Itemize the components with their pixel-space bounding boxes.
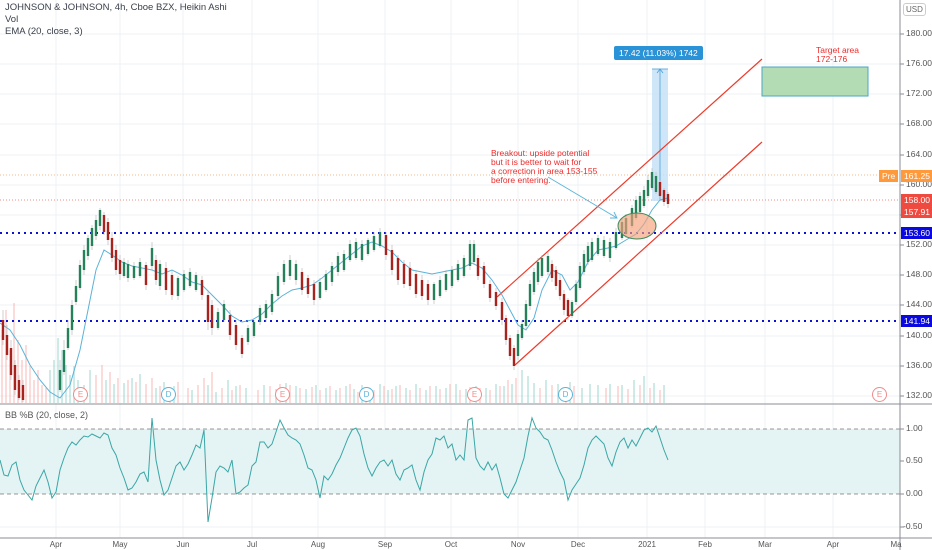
breakout-note-line[interactable]: but it is better to wait for xyxy=(491,157,582,167)
level-high-tag: 153.60 xyxy=(901,227,932,239)
price-tick: 168.00 xyxy=(906,118,932,128)
bb-tick: 0.50 xyxy=(906,455,923,465)
bb-indicator-label[interactable]: BB %B (20, close, 2) xyxy=(5,410,89,420)
time-label: Feb xyxy=(698,540,712,549)
time-label: 2021 xyxy=(638,540,656,549)
time-label: Mar xyxy=(758,540,772,549)
ema-price-tag: 157.91 xyxy=(901,206,932,218)
dividend-event-icon[interactable]: D xyxy=(359,387,374,402)
symbol-title[interactable]: JOHNSON & JOHNSON, 4h, Cboe BZX, Heikin … xyxy=(5,2,227,13)
price-tick: 132.00 xyxy=(906,390,932,400)
time-label: Sep xyxy=(377,540,393,549)
ema-line xyxy=(0,197,669,399)
target-area-box xyxy=(761,66,869,97)
price-tick: 180.00 xyxy=(906,28,932,38)
time-label: Aug xyxy=(310,540,326,549)
annotation-arrow xyxy=(547,176,618,219)
measure-label[interactable]: 17.42 (11.03%) 1742 xyxy=(614,46,703,60)
target-area-title[interactable]: Target area xyxy=(816,45,859,55)
dividend-event-icon[interactable]: D xyxy=(558,387,573,402)
bb-tick: 0.00 xyxy=(906,488,923,498)
price-tick: 136.00 xyxy=(906,360,932,370)
breakout-note-line[interactable]: before entering. xyxy=(491,175,551,185)
time-label: May xyxy=(112,540,128,549)
price-tick: 176.00 xyxy=(906,58,932,68)
bb-band-fill xyxy=(0,429,900,494)
time-label: Ma xyxy=(890,540,902,549)
last-price-tag: 158.00 xyxy=(901,194,932,206)
price-tick: 148.00 xyxy=(906,269,932,279)
breakout-note-line[interactable]: a correction in area 153-155 xyxy=(491,166,598,176)
time-label: Dec xyxy=(570,540,586,549)
earnings-event-icon[interactable]: E xyxy=(872,387,887,402)
price-tick: 152.00 xyxy=(906,239,932,249)
channel-lower xyxy=(514,141,763,366)
bb-percent-b-line xyxy=(0,416,669,523)
ema-indicator-label[interactable]: EMA (20, close, 3) xyxy=(5,26,83,37)
dividend-event-icon[interactable]: D xyxy=(161,387,176,402)
candlesticks xyxy=(1,168,670,402)
volume-indicator-label[interactable]: Vol xyxy=(5,14,19,25)
currency-badge[interactable]: USD xyxy=(903,3,926,16)
bb-tick: -0.50 xyxy=(903,521,923,531)
breakout-note-line[interactable]: Breakout: upside potential xyxy=(491,148,590,158)
chart-legend: JOHNSON & JOHNSON, 4h, Cboe BZX, Heikin … xyxy=(5,2,227,38)
price-tick: 164.00 xyxy=(906,149,932,159)
time-label: Oct xyxy=(444,540,458,549)
price-tick: 160.00 xyxy=(906,179,932,189)
time-label: Jul xyxy=(246,540,258,549)
time-label: Apr xyxy=(826,540,840,549)
price-tick: 144.00 xyxy=(906,299,932,309)
time-label: Jun xyxy=(176,540,190,549)
breakout-ellipse xyxy=(617,212,657,240)
premarket-label: Pre xyxy=(879,170,899,182)
price-tick: 172.00 xyxy=(906,88,932,98)
target-area-range[interactable]: 172-176 xyxy=(816,54,848,64)
price-tick: 140.00 xyxy=(906,330,932,340)
time-label: Nov xyxy=(510,540,526,549)
earnings-event-icon[interactable]: E xyxy=(275,387,290,402)
earnings-event-icon[interactable]: E xyxy=(467,387,482,402)
premarket-price-tag: 161.25 xyxy=(901,170,932,182)
earnings-event-icon[interactable]: E xyxy=(73,387,88,402)
channel-upper xyxy=(496,58,763,298)
level-low-tag: 141.94 xyxy=(901,315,932,327)
time-label: Apr xyxy=(49,540,63,549)
bb-tick: 1.00 xyxy=(906,423,923,433)
